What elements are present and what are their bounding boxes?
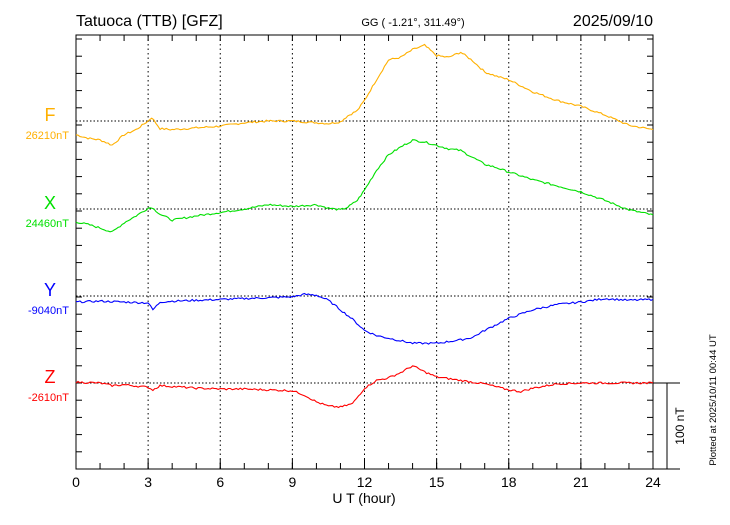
x-tick-label: 24 bbox=[645, 474, 661, 490]
date: 2025/09/10 bbox=[573, 13, 653, 30]
scale-bar-label: 100 nT bbox=[673, 407, 687, 445]
x-tick-label: 21 bbox=[573, 474, 589, 490]
series-x-line bbox=[75, 139, 654, 233]
series-f-baseline-value: 26210nT bbox=[26, 130, 70, 142]
station-title: Tatuoca (TTB) [GFZ] bbox=[76, 13, 223, 30]
series-z-line bbox=[75, 365, 654, 409]
series-x-baseline-value: 24460nT bbox=[26, 218, 70, 230]
x-tick-label: 0 bbox=[72, 474, 80, 490]
plotted-note: Plotted at 2025/10/11 00:44 UT bbox=[708, 334, 719, 466]
series-x-label: X bbox=[44, 193, 56, 213]
coordinates: GG ( -1.21°, 311.49°) bbox=[361, 17, 464, 29]
series-z-baseline-value: -2610nT bbox=[28, 392, 69, 404]
x-tick-label: 12 bbox=[357, 474, 373, 490]
x-tick-label: 3 bbox=[144, 474, 152, 490]
x-tick-label: 15 bbox=[429, 474, 445, 490]
x-tick-label: 18 bbox=[501, 474, 517, 490]
plot-frame bbox=[75, 34, 654, 470]
series-y-baseline-value: -9040nT bbox=[28, 305, 69, 317]
series-z-label: Z bbox=[45, 367, 56, 387]
x-tick-label: 6 bbox=[216, 474, 224, 490]
series-f-label: F bbox=[45, 105, 56, 125]
series-f-line bbox=[75, 43, 654, 146]
series-y-line bbox=[76, 292, 654, 345]
x-tick-label: 9 bbox=[288, 474, 296, 490]
x-axis-label: U T (hour) bbox=[332, 490, 395, 506]
series-y-label: Y bbox=[44, 280, 56, 300]
